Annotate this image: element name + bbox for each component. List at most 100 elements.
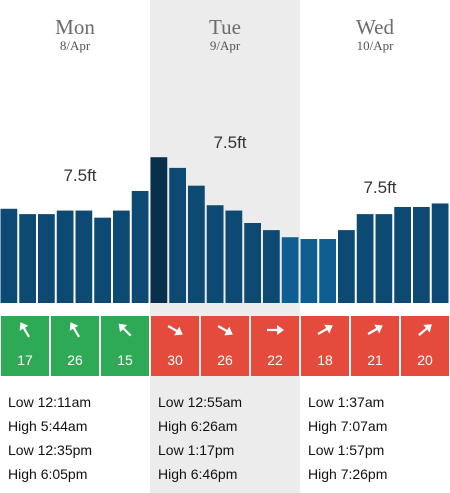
tide-type: Low: [308, 442, 334, 458]
tide-time: 6:26am: [190, 418, 238, 434]
tide-bar: [56, 210, 74, 303]
tide-time: 12:35pm: [37, 442, 93, 458]
tide-type: High: [8, 418, 37, 434]
wind-speed: 30: [167, 352, 183, 368]
tide-time-row: High 6:46pm: [150, 462, 300, 486]
day-header-mon[interactable]: Mon 8/Apr: [0, 16, 150, 53]
tide-time-row: High 6:05pm: [0, 462, 150, 486]
tide-type: High: [158, 418, 187, 434]
tide-bar: [94, 217, 111, 303]
tide-time-row: Low 12:55am: [150, 390, 300, 414]
wind-speed: 21: [367, 352, 383, 368]
day-name: Tue: [209, 15, 241, 39]
tide-type: High: [308, 466, 337, 482]
tide-bar: [431, 203, 449, 303]
tide-time: 12:11am: [37, 394, 92, 410]
tide-time: 1:57pm: [337, 442, 385, 458]
tide-time-row: Low 12:11am: [0, 390, 150, 414]
tide-type: Low: [158, 442, 184, 458]
day-date: 9/Apr: [209, 38, 241, 53]
wind-cell[interactable]: 20: [401, 316, 449, 376]
tide-time-row: Low 1:37am: [300, 390, 450, 414]
wind-cell[interactable]: 26: [51, 316, 99, 376]
tide-time: 7:26pm: [340, 466, 388, 482]
tide-times-wed: Low 1:37am High 7:07am Low 1:57pm High 7…: [300, 390, 450, 486]
wind-speed: 26: [67, 352, 83, 368]
tide-time-row: High 7:26pm: [300, 462, 450, 486]
tide-bar: [319, 239, 336, 303]
tide-time-row: High 7:07am: [300, 414, 450, 438]
tide-bar: [169, 167, 186, 303]
tide-type: Low: [8, 394, 34, 410]
tide-time: 6:05pm: [40, 466, 88, 482]
wind-cell[interactable]: 18: [301, 316, 349, 376]
tide-bar: [113, 210, 130, 303]
day-header-wed[interactable]: Wed 10/Apr: [300, 16, 450, 53]
wind-cell[interactable]: 22: [251, 316, 299, 376]
wind-arrow-icon: [69, 322, 80, 338]
wind-speed: 22: [267, 352, 283, 368]
tide-times-mon: Low 12:11am High 5:44am Low 12:35pm High…: [0, 390, 150, 486]
tide-times-tue: Low 12:55am High 6:26am Low 1:17pm High …: [150, 390, 300, 486]
wind-cell[interactable]: 30: [151, 316, 199, 376]
tide-time: 1:37am: [337, 394, 385, 410]
tide-chart: [0, 157, 449, 303]
wind-speed: 26: [217, 352, 233, 368]
tide-time: 1:17pm: [187, 442, 235, 458]
tide-bar: [244, 223, 261, 303]
wind-arrow-icon: [317, 324, 333, 335]
tide-time: 6:46pm: [190, 466, 238, 482]
wind-arrow-icon: [167, 325, 183, 336]
tide-time: 5:44am: [40, 418, 88, 434]
tide-type: Low: [308, 394, 334, 410]
tide-bar: [150, 157, 168, 303]
tide-type: High: [308, 418, 337, 434]
tide-type: Low: [8, 442, 34, 458]
day-date: 10/Apr: [356, 38, 394, 53]
tide-bar: [206, 205, 224, 303]
tide-time-row: High 6:26am: [150, 414, 300, 438]
tide-bar: [356, 214, 374, 303]
tide-bar: [131, 191, 149, 303]
tide-bar: [19, 214, 36, 303]
day-header-tue[interactable]: Tue 9/Apr: [150, 16, 300, 53]
tide-bar: [0, 208, 18, 303]
wind-cell[interactable]: 26: [201, 316, 249, 376]
tide-bar: [38, 214, 55, 303]
tide-bar: [225, 210, 243, 303]
tide-bar: [75, 210, 93, 303]
tide-bar: [300, 239, 318, 303]
tide-bar: [413, 207, 430, 303]
tide-time-row: Low 1:17pm: [150, 438, 300, 462]
wind-arrow-icon: [217, 325, 233, 336]
tide-bar: [188, 185, 205, 303]
wind-arrow-icon: [118, 323, 132, 337]
wind-speed: 17: [17, 352, 33, 368]
day-date: 8/Apr: [59, 38, 91, 53]
wind-speed: 20: [417, 352, 433, 368]
wind-cell[interactable]: 15: [101, 316, 149, 376]
tide-time-row: Low 12:35pm: [0, 438, 150, 462]
wind-arrow-icon: [19, 322, 30, 338]
tide-time-row: High 5:44am: [0, 414, 150, 438]
peak-tide-label-wed: 7.5ft: [363, 178, 397, 197]
day-name: Mon: [55, 15, 95, 39]
wind-cell[interactable]: 17: [1, 316, 49, 376]
tide-type: High: [8, 466, 37, 482]
tide-time: 7:07am: [340, 418, 388, 434]
day-name: Wed: [356, 15, 394, 39]
wind-cell[interactable]: 21: [351, 316, 399, 376]
tide-bar: [338, 230, 355, 303]
tide-bar: [263, 230, 280, 303]
tide-time-row: Low 1:57pm: [300, 438, 450, 462]
wind-speed: 15: [117, 352, 133, 368]
tide-bar: [281, 237, 299, 303]
peak-tide-label-mon: 7.5ft: [63, 166, 97, 185]
tide-type: Low: [158, 394, 184, 410]
tide-bar: [394, 207, 411, 303]
wind-arrow-icon: [367, 324, 383, 335]
tide-time: 12:55am: [187, 394, 243, 410]
wind-arrow-icon: [418, 324, 432, 336]
wind-arrow-icon: [267, 325, 284, 335]
wind-speed: 18: [317, 352, 333, 368]
